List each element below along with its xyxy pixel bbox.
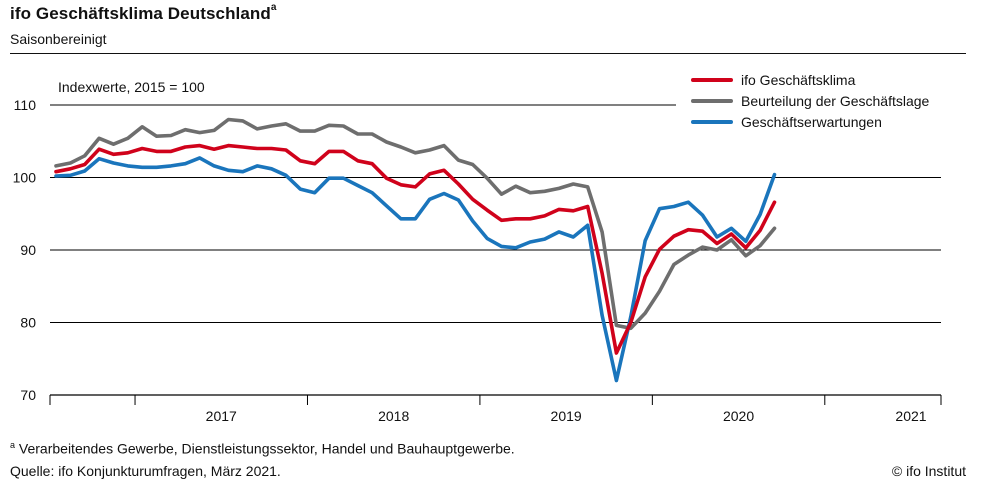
x-year-label: 2017 <box>206 408 237 424</box>
footnote: a Verarbeitendes Gewerbe, Dienstleistung… <box>10 440 515 457</box>
title-divider <box>10 53 966 54</box>
gridlines <box>50 104 941 323</box>
unit-label: Indexwerte, 2015 = 100 <box>58 79 205 95</box>
chart-subtitle: Saisonbereinigt <box>10 31 107 47</box>
legend-label: ifo Geschäftsklima <box>741 72 856 88</box>
series-line-0 <box>54 143 777 355</box>
source-note: Quelle: ifo Konjunkturumfragen, März 202… <box>10 463 281 479</box>
legend-label: Beurteilung der Geschäftslage <box>741 93 930 109</box>
series-lines <box>54 117 777 383</box>
title-footnote-marker: a <box>270 2 277 14</box>
x-year-label: 2018 <box>378 408 409 424</box>
y-tick-label: 70 <box>20 387 36 403</box>
y-tick-label: 110 <box>14 97 37 113</box>
series-line-2 <box>54 156 777 383</box>
axes: 70 80 90 100 110 2017 2018 2019 2020 2021 <box>13 97 942 424</box>
x-year-label: 2019 <box>551 408 582 424</box>
footnote-text: Verarbeitendes Gewerbe, Dienstleistungss… <box>15 440 515 457</box>
legend-label: Geschäftserwartungen <box>741 114 882 130</box>
chart-title-text: ifo Geschäftsklima Deutschland <box>10 4 271 23</box>
series-line-1 <box>54 117 777 331</box>
y-tick-label: 80 <box>20 315 36 331</box>
legend: ifo Geschäftsklima Beurteilung der Geschä… <box>691 72 930 130</box>
chart-title: ifo Geschäftsklima Deutschlanda <box>10 2 277 24</box>
x-year-label: 2021 <box>895 408 926 424</box>
x-year-label: 2020 <box>723 408 754 424</box>
y-tick-label: 100 <box>13 170 37 186</box>
copyright: © ifo Institut <box>891 463 966 479</box>
footnote-marker: a <box>10 440 16 450</box>
y-tick-label: 90 <box>20 242 36 258</box>
